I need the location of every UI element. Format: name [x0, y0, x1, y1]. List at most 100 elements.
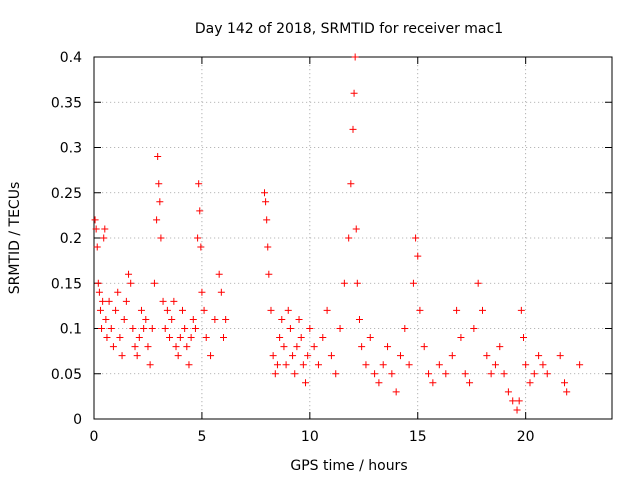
data-point [513, 406, 521, 414]
data-point [543, 370, 551, 378]
data-point [278, 315, 286, 323]
data-point [129, 325, 137, 332]
data-point [137, 306, 145, 314]
data-point [220, 334, 227, 342]
x-tick-label: 0 [90, 429, 99, 445]
data-point [102, 315, 110, 323]
data-point [189, 315, 197, 323]
data-point [159, 297, 167, 305]
data-point [509, 397, 517, 405]
data-point [539, 361, 547, 369]
y-tick-label: 0.1 [60, 322, 82, 338]
data-point [563, 388, 571, 396]
data-point [286, 325, 294, 332]
data-point [350, 89, 358, 97]
data-point [453, 306, 461, 314]
data-point [161, 325, 169, 332]
data-point [168, 315, 176, 323]
y-tick-label: 0.35 [51, 95, 82, 111]
data-point [515, 397, 523, 405]
data-point [396, 352, 404, 360]
x-tick-label: 5 [197, 429, 206, 445]
data-point [263, 216, 271, 224]
data-point [91, 216, 99, 224]
data-point [114, 288, 122, 296]
data-point [194, 234, 202, 242]
data-point [156, 198, 164, 206]
data-point [166, 334, 174, 342]
data-point [181, 325, 189, 332]
data-point [269, 352, 277, 360]
data-point [500, 370, 508, 378]
data-point [517, 306, 525, 314]
data-point [271, 370, 279, 378]
data-point [302, 379, 310, 387]
data-point [140, 325, 148, 332]
data-point [118, 352, 126, 360]
data-point [526, 379, 534, 387]
data-point [351, 53, 359, 61]
data-point [185, 361, 193, 369]
data-point [420, 343, 428, 351]
data-point [276, 334, 284, 342]
data-point [112, 306, 120, 314]
data-point [103, 334, 111, 342]
data-point [496, 343, 504, 351]
data-point [198, 288, 206, 296]
data-point [405, 361, 413, 369]
data-point [116, 334, 124, 342]
data-point [178, 306, 186, 314]
data-point [92, 225, 100, 233]
data-point [222, 315, 230, 323]
data-point [306, 325, 314, 332]
data-point [347, 180, 355, 188]
data-point [530, 370, 538, 378]
data-point [105, 297, 113, 305]
data-point [412, 234, 420, 242]
y-tick-label: 0.15 [51, 276, 82, 292]
data-point [429, 379, 437, 387]
data-point [336, 325, 344, 332]
marker-layer [91, 53, 584, 414]
data-point [291, 370, 299, 378]
data-point [323, 306, 331, 314]
data-point [187, 334, 195, 342]
x-tick-label: 15 [409, 429, 427, 445]
data-point [157, 234, 165, 242]
data-point [282, 361, 290, 369]
y-tick-label: 0.2 [60, 231, 82, 247]
data-point [170, 297, 178, 305]
data-point [556, 352, 564, 360]
data-point [355, 315, 363, 323]
data-point [133, 352, 141, 360]
data-point [349, 125, 357, 133]
data-point [148, 325, 156, 332]
data-point [304, 352, 312, 360]
data-point [284, 306, 292, 314]
data-point [265, 270, 273, 278]
data-point [289, 352, 297, 360]
data-point [163, 306, 171, 314]
data-point [174, 352, 182, 360]
data-point [120, 315, 128, 323]
data-point [109, 343, 117, 351]
data-point [95, 288, 103, 296]
data-point [127, 279, 135, 287]
data-point [196, 207, 204, 215]
data-point [131, 343, 139, 351]
data-point [101, 225, 109, 233]
data-point [215, 270, 223, 278]
data-point [96, 306, 104, 314]
x-tick-label: 10 [301, 429, 319, 445]
data-point [280, 343, 288, 351]
data-point [142, 315, 150, 323]
data-point [153, 216, 161, 224]
data-point [93, 243, 101, 251]
y-tick-label: 0.4 [60, 50, 82, 66]
data-point [352, 225, 360, 233]
data-point [155, 180, 163, 188]
data-point [195, 180, 203, 188]
data-point [94, 279, 102, 287]
x-tick-label: 20 [517, 429, 535, 445]
data-point [202, 334, 210, 342]
